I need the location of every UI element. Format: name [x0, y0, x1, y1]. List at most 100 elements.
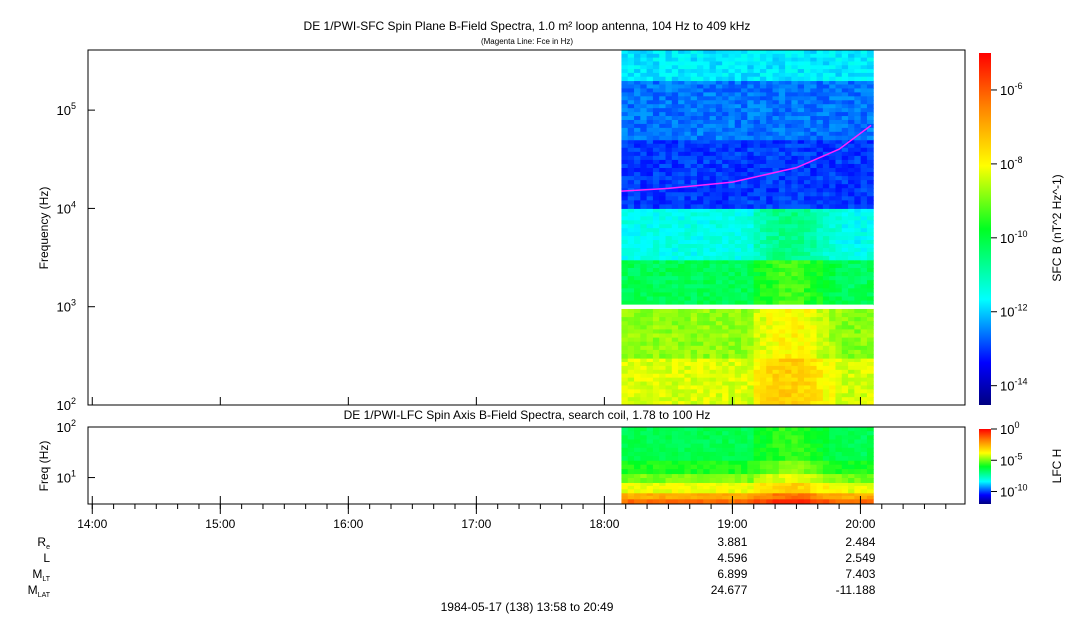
spectrogram-cell [640, 119, 648, 125]
spectrogram-cell [665, 196, 673, 201]
spectrogram-cell [816, 492, 824, 497]
spectrogram-cell [829, 224, 836, 229]
spectrogram-cell [797, 280, 805, 285]
spectrogram-cell [785, 159, 792, 165]
spectrogram-cell [854, 460, 862, 466]
spectrogram-cell [860, 76, 868, 82]
spectrogram-cell [715, 341, 723, 347]
spectrogram-cell [841, 232, 849, 237]
spectrogram-cell [640, 393, 648, 398]
spectrogram-cell [678, 76, 685, 82]
spectrogram-cell [804, 288, 811, 293]
spectrogram-cell [678, 495, 685, 500]
spectrogram-cell [728, 123, 736, 129]
spectrogram-cell [785, 155, 792, 161]
spectrogram-cell [678, 267, 685, 273]
spectrogram-cell [640, 200, 648, 205]
spectrogram-cell [634, 482, 641, 487]
spectrogram-cell [696, 362, 704, 367]
spectrogram-cell [804, 88, 811, 93]
spectrogram-cell [860, 65, 868, 70]
spectrogram-cell [684, 443, 692, 449]
spectrogram-cell [621, 172, 629, 177]
spectrogram-cell [715, 57, 723, 62]
spectrogram-cell [627, 139, 635, 145]
spectrogram-cell [766, 329, 774, 335]
spectrogram-cell [816, 65, 824, 70]
spectrogram-cell [709, 200, 717, 205]
spectrogram-cell [690, 192, 698, 197]
spectrogram-cell [627, 119, 635, 125]
spectrogram-cell [797, 176, 805, 181]
spectrogram-cell [835, 337, 843, 343]
spectrogram-cell [621, 50, 629, 55]
spectrogram-cell [684, 296, 692, 302]
spectrogram-cell [627, 288, 635, 293]
spectrogram-cell [671, 451, 679, 457]
spectrogram-cell [665, 482, 673, 487]
spectrogram-cell [848, 135, 855, 141]
spectrogram-cell [640, 345, 648, 351]
spectrogram-cell [678, 393, 685, 398]
spectrogram-cell [753, 385, 761, 390]
spectrogram-cell [671, 300, 679, 306]
spectrogram-cell [627, 473, 635, 479]
spectrogram-cell [797, 312, 805, 318]
spectrogram-cell [665, 272, 673, 277]
spectrogram-cell [841, 76, 849, 82]
spectrogram-cell [822, 243, 830, 249]
spectrogram-cell [640, 243, 648, 249]
spectrogram-cell [810, 478, 818, 483]
ephemeris-label: MLAT [28, 583, 51, 599]
spectrogram-cell [659, 369, 667, 375]
spectrogram-cell [659, 50, 667, 55]
spectrogram-cell [728, 76, 736, 82]
spectrogram-cell [640, 50, 648, 55]
spectrogram-cell [696, 163, 704, 169]
spectrogram-cell [835, 345, 843, 351]
spectrogram-cell [671, 478, 679, 483]
spectrogram-cell [659, 196, 667, 201]
spectrogram-cell [829, 478, 836, 483]
spectrogram-cell [841, 204, 849, 209]
spectrogram-cell [652, 498, 660, 505]
spectrogram-cell [785, 333, 792, 339]
spectrogram-cell [690, 139, 698, 145]
spectrogram-cell [810, 435, 818, 440]
spectrogram-cell [728, 212, 736, 217]
spectrogram-cell [759, 236, 767, 241]
spectrogram-cell [822, 431, 830, 436]
spectrogram-cell [684, 240, 692, 245]
spectrogram-cell [728, 263, 736, 269]
spectrogram-cell [646, 385, 654, 390]
spectrogram-cell [778, 337, 786, 343]
spectrogram-cell [646, 69, 654, 74]
spectrogram-cell [741, 163, 748, 169]
spectrogram-cell [797, 216, 805, 221]
spectrogram-cell [772, 84, 780, 89]
spectrogram-cell [621, 112, 629, 117]
spectrogram-cell [854, 65, 862, 70]
spectrogram-cell [841, 317, 849, 322]
spectrogram-cell [835, 108, 843, 113]
spectrogram-cell [797, 401, 805, 406]
spectrogram-cell [734, 381, 742, 386]
spectrogram-cell [759, 212, 767, 217]
spectrogram-cell [747, 232, 755, 237]
spectrogram-cell [854, 354, 862, 359]
spectrogram-cell [835, 267, 843, 273]
spectrogram-cell [778, 92, 786, 97]
spectrogram-cell [772, 57, 780, 62]
spectrogram-cell [652, 345, 660, 351]
spectrogram-cell [829, 88, 836, 93]
spectrogram-cell [753, 80, 761, 85]
spectrogram-cell [753, 300, 761, 306]
spectrogram-cell [652, 188, 660, 193]
spectrogram-cell [734, 204, 742, 209]
spectrogram-cell [715, 460, 723, 466]
spectrogram-cell [791, 492, 799, 497]
spectrogram-cell [678, 276, 685, 281]
spectrogram-cell [722, 147, 729, 153]
spectrogram-cell [841, 377, 849, 383]
spectrogram-cell [678, 127, 685, 133]
